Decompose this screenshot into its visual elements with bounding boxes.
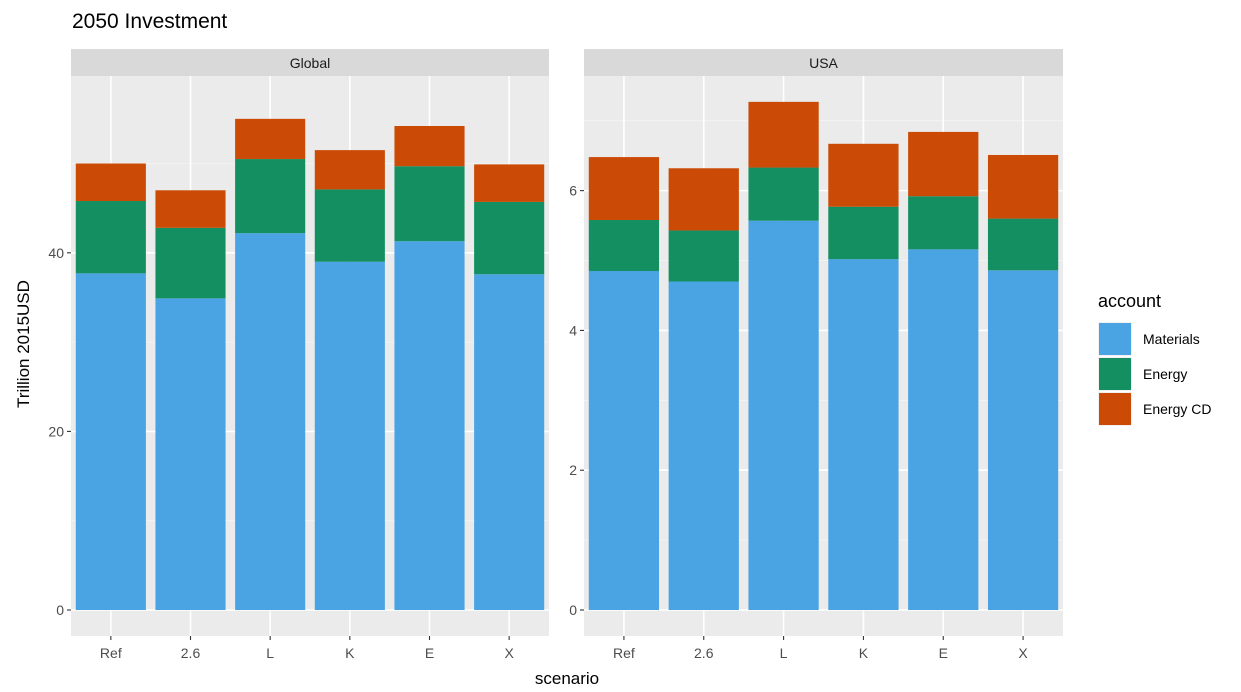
y-tick-label: 2 [569, 462, 577, 478]
x-tick-label: K [859, 645, 869, 661]
bar-global-ref-energy-cd [75, 163, 146, 202]
bar-global-k-energy-cd [314, 150, 385, 190]
legend-label-energy-cd: Energy CD [1143, 401, 1211, 417]
y-tick-label: 20 [48, 423, 64, 439]
x-tick-label: X [1018, 645, 1028, 661]
panel-global: Global 0 20 40 Ref 2.6 L K E X [48, 49, 549, 661]
panel-usa: USA 0 2 4 6 Ref 2.6 L K E X [569, 49, 1063, 661]
bar-global-l-energy [235, 159, 306, 234]
bar-global-2-6-materials [155, 298, 226, 610]
y-tick-label: 6 [569, 183, 577, 199]
bar-global-l-materials [235, 233, 306, 610]
y-tick-label: 40 [48, 245, 64, 261]
bar-usa-2-6-energy [668, 230, 739, 282]
plot-background [584, 76, 1063, 636]
legend-swatch-energy [1099, 358, 1131, 390]
bar-usa-e-energy-cd [908, 131, 979, 197]
bar-usa-ref-materials [588, 271, 660, 610]
bar-usa-l-energy-cd [748, 101, 819, 168]
chart-title: 2050 Investment [72, 10, 227, 33]
panel-strip-label: USA [809, 55, 838, 71]
x-tick-label: K [345, 645, 355, 661]
bar-usa-k-energy-cd [828, 143, 899, 207]
bar-global-x-materials [474, 274, 545, 610]
bar-global-ref-energy [75, 201, 146, 274]
x-tick-label: 2.6 [181, 645, 201, 661]
bar-usa-2-6-materials [668, 281, 739, 610]
x-tick-label: L [266, 645, 274, 661]
x-tick-label: X [504, 645, 514, 661]
bar-usa-k-materials [828, 259, 899, 610]
bar-usa-e-materials [908, 249, 979, 610]
bar-global-k-materials [314, 261, 385, 610]
x-tick-label: L [780, 645, 788, 661]
bar-usa-x-energy [987, 218, 1059, 271]
bar-usa-k-energy [828, 206, 899, 260]
bar-usa-e-energy [908, 196, 979, 250]
bar-global-e-energy [394, 166, 465, 242]
x-tick-label: Ref [100, 645, 122, 661]
bar-usa-l-materials [748, 220, 819, 611]
legend-swatch-energy-cd [1099, 393, 1131, 425]
y-tick-label: 4 [569, 322, 577, 338]
legend: account Materials Energy Energy CD [1098, 291, 1211, 426]
bar-usa-x-materials [987, 270, 1059, 610]
plot-background [71, 76, 549, 636]
bar-global-x-energy-cd [474, 164, 545, 202]
y-axis-label: Trillion 2015USD [14, 280, 33, 408]
bar-usa-ref-energy-cd [588, 157, 660, 220]
x-tick-label: E [425, 645, 434, 661]
legend-swatch-materials [1099, 323, 1131, 355]
legend-title: account [1098, 291, 1161, 311]
bar-global-2-6-energy-cd [155, 190, 226, 228]
x-tick-label: Ref [613, 645, 635, 661]
y-tick-label: 0 [569, 602, 577, 618]
legend-label-energy: Energy [1143, 366, 1187, 382]
x-tick-label: 2.6 [694, 645, 714, 661]
bar-global-ref-materials [75, 273, 146, 610]
panel-strip-label: Global [290, 55, 330, 71]
legend-label-materials: Materials [1143, 331, 1200, 347]
bar-usa-ref-energy [588, 219, 660, 272]
bar-global-k-energy [314, 189, 385, 262]
bar-global-x-energy [474, 201, 545, 275]
panel-strip [71, 49, 549, 76]
bar-global-2-6-energy [155, 227, 226, 299]
bar-global-l-energy-cd [235, 118, 306, 160]
bar-usa-l-energy [748, 167, 819, 221]
x-axis-label: scenario [535, 669, 599, 688]
panel-strip [584, 49, 1063, 76]
bar-global-e-materials [394, 241, 465, 610]
x-tick-label: E [939, 645, 948, 661]
bar-usa-2-6-energy-cd [668, 168, 739, 231]
bar-usa-x-energy-cd [987, 154, 1059, 219]
y-tick-label: 0 [56, 602, 64, 618]
bar-global-e-energy-cd [394, 126, 465, 167]
